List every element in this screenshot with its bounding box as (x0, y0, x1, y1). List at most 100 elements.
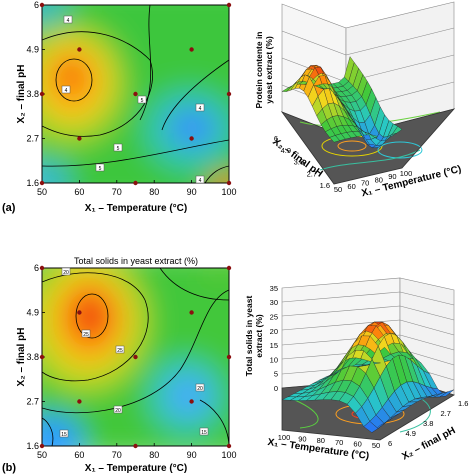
contour-label: 5 (141, 98, 144, 104)
surface-facet (281, 85, 293, 92)
contour-label-box (63, 15, 73, 24)
z-tick-label: 0 (274, 384, 278, 393)
z-tick-label: 15 (270, 341, 278, 350)
x-tick-labels: 50 60 70 80 90 100 (334, 169, 412, 194)
design-points (39, 265, 232, 449)
z-tick-label: 35 (270, 284, 278, 293)
contour-label: 4 (67, 18, 70, 24)
z-tick-label: 25 (270, 313, 278, 322)
design-point (39, 2, 45, 8)
design-point (133, 180, 138, 186)
design-point (226, 2, 232, 8)
contour-label: 4 (199, 178, 202, 184)
surface-facet (289, 396, 306, 401)
x-tick-label: 80 (317, 436, 325, 445)
z-label-line: yeast extract (%) (264, 36, 274, 104)
x-tick-labels: 100 90 80 70 60 50 (278, 433, 380, 450)
floor-contours (282, 109, 454, 184)
design-point (133, 354, 138, 360)
contour-label-box (195, 103, 205, 112)
y-tick-label: 2.7 (26, 397, 39, 407)
contour-label: 5 (99, 166, 102, 172)
y-tick-label: 4.9 (281, 146, 291, 155)
contour-labels: 4 4 5 5 5 4 4 (61, 15, 205, 184)
y-tick-label: 4.9 (26, 308, 39, 318)
design-points (39, 2, 232, 186)
x-tick-label: 50 (37, 450, 47, 460)
contour-labels: 20 25 25 20 20 15 15 (59, 267, 209, 438)
surface-facet (363, 421, 379, 433)
design-point (77, 136, 82, 141)
x-tick-label: 100 (278, 433, 291, 442)
contour-fill (42, 5, 229, 183)
y-tick-label: 2.7 (441, 409, 451, 418)
z-tick-label: 20 (270, 327, 278, 336)
contour-label: 4 (199, 106, 202, 112)
y-tick-label: 3.8 (294, 158, 304, 167)
y-tick-label: 1.6 (320, 181, 330, 190)
design-point (133, 91, 138, 97)
design-point (226, 443, 232, 449)
contour-fill (42, 268, 229, 446)
x-tick-label: 100 (221, 187, 236, 197)
design-point (39, 265, 45, 271)
design-point (226, 265, 232, 271)
design-point (189, 399, 194, 404)
x-tick-label: 70 (335, 438, 343, 447)
design-point (39, 180, 45, 186)
contour-label: 5 (117, 146, 120, 152)
chart-title: Total solids in yeast extract (%) (74, 256, 198, 266)
y-tick-label: 4.9 (26, 45, 39, 55)
x-tick-label: 60 (74, 187, 84, 197)
x-tick-label: 60 (353, 439, 361, 448)
design-point (226, 180, 232, 186)
x-tick-label: 90 (388, 172, 396, 181)
z-label-line: Protein contente in (254, 32, 264, 109)
x-tick-label: 70 (112, 450, 122, 460)
panel-label-a: (a) (2, 202, 16, 214)
contour-label-box (195, 383, 205, 392)
x-tick-labels: 50 60 70 80 90 100 (37, 187, 237, 197)
contour-label: 20 (63, 270, 69, 276)
y-axis-label: X₂ – final pH (16, 328, 27, 387)
z-axis-label: Protein contente inyeast extract (%) (254, 32, 274, 109)
contour-label: 4 (65, 88, 68, 94)
x-tick-label: 60 (74, 450, 84, 460)
contour-label-box (59, 429, 69, 438)
z-label-line: extract (%) (254, 314, 264, 358)
design-point (189, 47, 194, 52)
x-tick-label: 100 (400, 169, 413, 178)
y-tick-label: 6 (388, 439, 392, 448)
x-tick-label: 50 (37, 187, 47, 197)
x-axis-label: X₁ – Temperature (°C) (85, 463, 187, 474)
y-tick-label: 3.8 (26, 89, 39, 99)
y-tick-label: 3.8 (423, 419, 433, 428)
y-tick-labels: 1.6 2.7 3.8 4.9 6 (26, 0, 39, 188)
x-tick-label: 90 (187, 187, 197, 197)
contour-label: 15 (201, 430, 207, 436)
design-point (77, 399, 82, 404)
x-tick-label: 70 (361, 179, 369, 188)
contour-label-box (61, 267, 71, 276)
y-axis-label: X₂ – final pH (16, 65, 27, 124)
design-point (77, 47, 82, 52)
surface-facet (371, 144, 383, 148)
x-axis-label: X₁ – Temperature (°C) (85, 203, 187, 214)
contour-label: 15 (61, 432, 67, 438)
design-point (189, 136, 194, 141)
contour-map-solids: Total solids in yeast extract (%) (2, 256, 237, 474)
contour-label: 25 (117, 348, 123, 354)
x-tick-label: 100 (221, 450, 236, 460)
contour-label: 20 (115, 408, 121, 414)
z-tick-label: 10 (270, 355, 278, 364)
design-point (39, 443, 45, 449)
y-tick-label: 6 (34, 263, 39, 273)
design-point (226, 354, 232, 360)
z-axis-label: Total solids in yeastextract (%) (244, 296, 264, 377)
design-point (39, 354, 45, 360)
x-tick-label: 90 (298, 435, 306, 444)
panel-label-b: (b) (2, 462, 16, 474)
contour-label: 25 (83, 332, 89, 338)
x-tick-labels: 50 60 70 80 90 100 (37, 450, 237, 460)
